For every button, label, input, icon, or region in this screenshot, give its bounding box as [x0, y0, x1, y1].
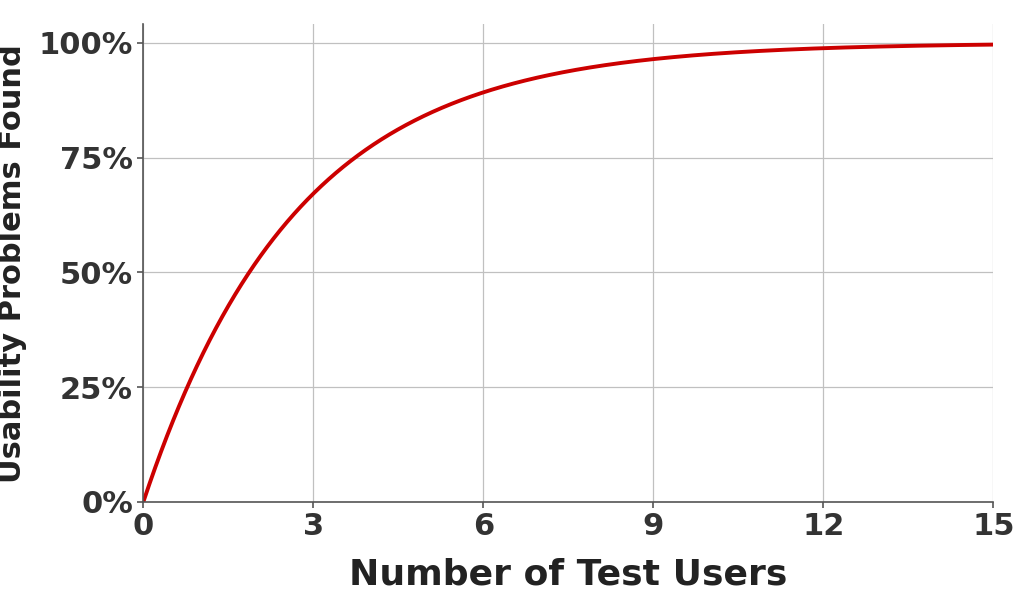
Y-axis label: Usability Problems Found: Usability Problems Found	[0, 44, 28, 482]
X-axis label: Number of Test Users: Number of Test Users	[349, 558, 787, 592]
